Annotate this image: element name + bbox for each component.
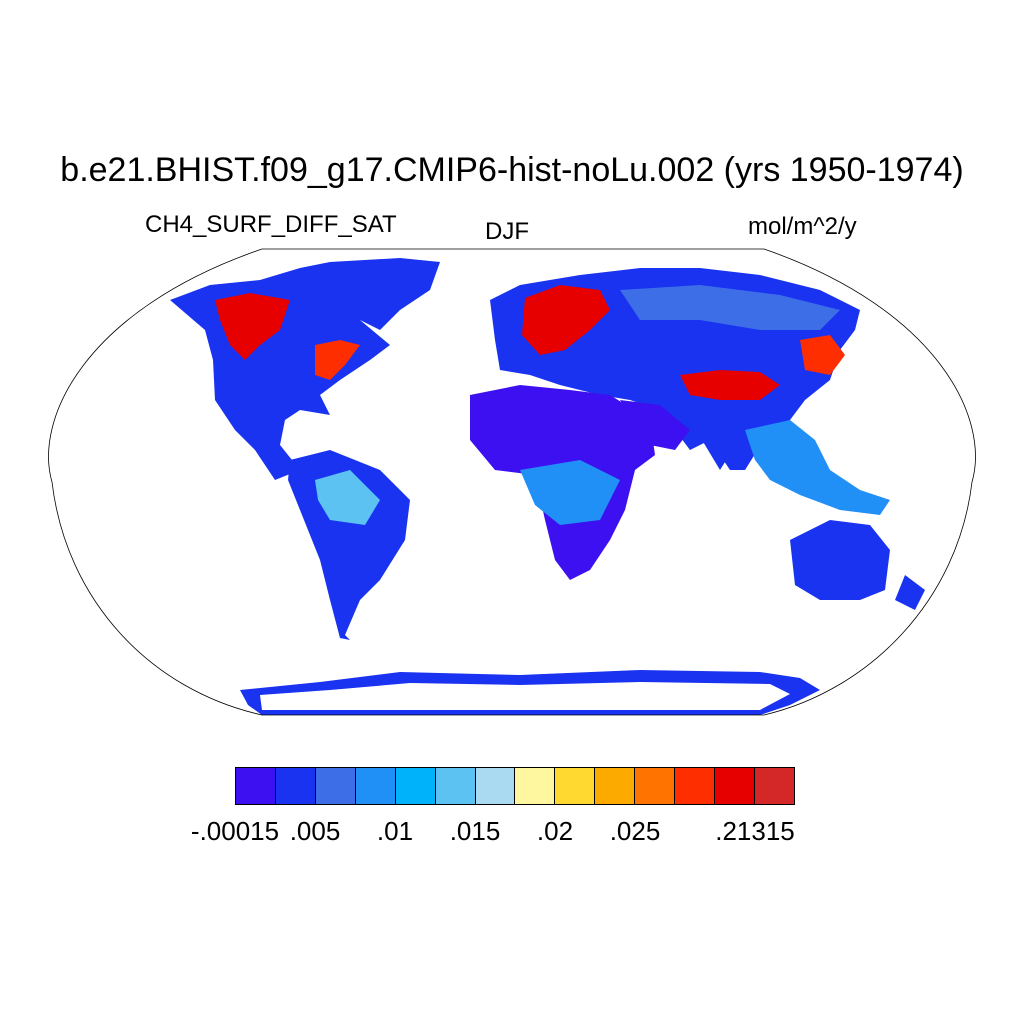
colorbar-swatch	[434, 767, 476, 805]
colorbar-swatch	[354, 767, 396, 805]
southeast-asia-landmass	[745, 420, 890, 515]
tibet-high-flux	[680, 370, 780, 400]
colorbar-swatch	[714, 767, 755, 805]
india-landmass	[690, 400, 745, 470]
colorbar-tick-label: .025	[609, 816, 661, 846]
colorbar-tick-label: .21315	[715, 816, 795, 846]
colorbar-tick-label: .005	[289, 816, 341, 846]
colorbar-tick-label: .015	[449, 816, 501, 846]
colorbar-tick-label: .01	[376, 816, 414, 846]
central-africa-flux	[520, 460, 620, 525]
antarctica-interior	[260, 682, 790, 710]
colorbar-swatch	[674, 767, 716, 805]
colorbar-tick-label: .02	[536, 816, 574, 846]
europe-high-flux	[522, 285, 610, 355]
colorbar-swatch	[274, 767, 316, 805]
colorbar-swatch	[314, 767, 356, 805]
north-america-high-flux	[215, 293, 290, 360]
colorbar-swatch	[474, 767, 516, 805]
colorbar-swatch	[554, 767, 596, 805]
siberia-flux	[620, 285, 840, 330]
units-label: mol/m^2/y	[748, 213, 857, 240]
new-zealand-landmass	[895, 575, 925, 610]
colorbar-swatch	[753, 767, 795, 805]
colorbar-swatch	[594, 767, 636, 805]
amazon-flux	[315, 470, 380, 525]
variable-label: CH4_SURF_DIFF_SAT	[145, 211, 397, 238]
greenland-landmass	[330, 258, 440, 330]
australia-landmass	[790, 520, 890, 600]
colorbar-swatch	[235, 767, 276, 805]
season-label: DJF	[485, 218, 529, 245]
map-boundary	[48, 248, 976, 716]
arabia-landmass	[620, 400, 690, 450]
north-america-east-flux	[315, 340, 360, 380]
east-asia-flux	[800, 335, 845, 375]
colorbar	[235, 767, 795, 805]
colorbar-tick-label: -.00015	[190, 816, 280, 846]
plot-title: b.e21.BHIST.f09_g17.CMIP6-hist-noLu.002 …	[60, 151, 964, 189]
colorbar-swatch	[634, 767, 676, 805]
colorbar-swatch	[394, 767, 436, 805]
colorbar-swatch	[514, 767, 556, 805]
